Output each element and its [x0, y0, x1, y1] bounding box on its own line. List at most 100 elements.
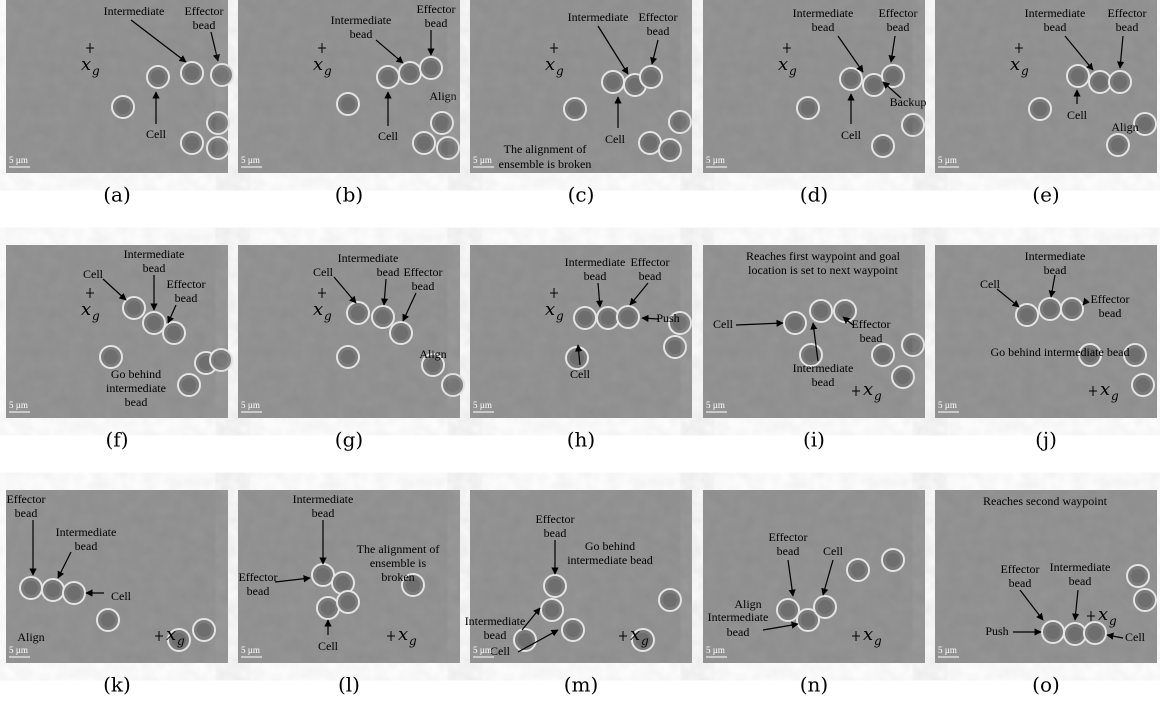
annotation: bead	[647, 24, 670, 38]
annotation: bead	[193, 18, 216, 32]
panel-caption: (a)	[103, 183, 131, 207]
panel-caption: (f)	[105, 428, 128, 452]
bead-core	[381, 70, 395, 84]
annotation: Effector	[851, 317, 890, 331]
panel: Reaches first waypoint and goallocation …	[703, 245, 925, 452]
goal-symbol: x	[545, 299, 555, 320]
annotation: Intermediate	[1025, 249, 1086, 263]
goal-symbol: x	[863, 624, 873, 645]
goal-subscript: g	[874, 634, 882, 648]
bead-core	[906, 118, 920, 132]
annotation: Align	[17, 630, 44, 644]
bead-core	[67, 586, 81, 600]
annotation: intermediate bead	[567, 553, 653, 567]
annotation: bead	[425, 16, 448, 30]
bead-core	[147, 316, 161, 330]
bead-core	[578, 311, 592, 325]
goal-subscript: g	[409, 634, 417, 648]
annotation: Align	[429, 89, 456, 103]
panel: IntermediateCellbeadEffectorbeadAlign5 µ…	[238, 245, 464, 452]
annotation: Cell	[111, 589, 132, 603]
annotation: Intermediate	[465, 614, 526, 628]
scale-label: 5 µm	[706, 400, 725, 410]
bead-core	[167, 326, 181, 340]
annotation: bead	[175, 291, 198, 305]
annotation: bead	[75, 539, 98, 553]
annotation: bead	[812, 20, 835, 34]
annotation: broken	[381, 570, 414, 584]
goal-subscript: g	[92, 309, 100, 323]
annotation: bead	[350, 27, 373, 41]
bead-core	[644, 70, 658, 84]
annotation: bead	[1099, 306, 1122, 320]
annotation: Intermediate	[338, 251, 399, 265]
annotation: Cell	[313, 265, 334, 279]
annotation: Effector	[630, 255, 669, 269]
annotation: Intermediate	[293, 492, 354, 506]
bead-core	[211, 141, 225, 155]
bead-core	[545, 603, 559, 617]
bead-core	[46, 583, 60, 597]
annotation: Intermediate	[104, 4, 165, 18]
bead-core	[851, 563, 865, 577]
annotation: Effector	[1107, 6, 1146, 20]
goal-symbol: x	[81, 54, 91, 75]
bead-core	[341, 97, 355, 111]
bead-core	[1088, 626, 1102, 640]
panel-caption: (b)	[335, 183, 363, 207]
annotation: bead	[1009, 576, 1032, 590]
bead-core	[568, 102, 582, 116]
goal-symbol: x	[863, 379, 873, 400]
annotation: bead	[1116, 20, 1139, 34]
annotation: ensemble is broken	[499, 157, 592, 171]
bead-core	[876, 348, 890, 362]
annotation: Effector	[238, 570, 277, 584]
annotation: Cell	[605, 132, 626, 146]
bead-core	[814, 304, 828, 318]
bead-core	[435, 116, 449, 130]
bead-core	[1065, 302, 1079, 316]
annotation: Push	[985, 624, 1008, 638]
goal-symbol: x	[545, 54, 555, 75]
annotation: intermediate	[106, 381, 166, 395]
annotation: Effector	[166, 277, 205, 291]
bead-core	[1111, 138, 1125, 152]
scale-label: 5 µm	[9, 400, 28, 410]
goal-symbol: x	[81, 299, 91, 320]
bead-core	[214, 353, 228, 367]
goal-subscript: g	[874, 389, 882, 403]
panel-caption: (h)	[567, 428, 596, 452]
annotation: Align	[419, 347, 446, 361]
bead-core	[341, 350, 355, 364]
bead-core	[1068, 627, 1082, 641]
bead-core	[376, 310, 390, 324]
panel-caption: (j)	[1035, 428, 1057, 452]
annotation: Reaches first waypoint and goal	[746, 249, 901, 263]
annotation: bead	[777, 544, 800, 558]
panel-caption: (e)	[1032, 183, 1059, 207]
panel-caption: (i)	[803, 428, 825, 452]
annotation: Effector	[535, 512, 574, 526]
goal-symbol: x	[313, 54, 323, 75]
bead-core	[215, 68, 229, 82]
panel-caption: (l)	[338, 673, 360, 697]
bead-core	[1093, 75, 1107, 89]
annotation: Intermediate	[124, 247, 185, 261]
bead-core	[621, 310, 635, 324]
goal-symbol: x	[1098, 604, 1108, 625]
annotation: The alignment of	[504, 142, 587, 156]
annotation: bead	[812, 375, 835, 389]
bead-core	[673, 115, 687, 129]
panel: IntermediateCellbeadEffectorbeadGo behin…	[6, 245, 232, 452]
annotation: Cell	[1125, 630, 1146, 644]
bead-core	[663, 143, 677, 157]
panel-caption: (m)	[564, 673, 599, 697]
bead-core	[548, 579, 562, 593]
scale-label: 5 µm	[241, 400, 260, 410]
goal-subscript: g	[1021, 64, 1029, 78]
annotation: bead	[15, 506, 38, 520]
panel-caption: (o)	[1032, 673, 1060, 697]
bead-core	[566, 623, 580, 637]
